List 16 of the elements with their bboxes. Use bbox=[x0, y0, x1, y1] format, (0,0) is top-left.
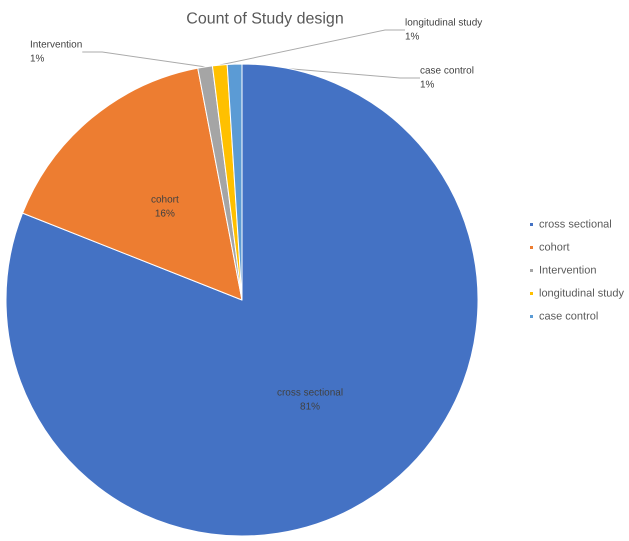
legend-label: cross sectional bbox=[538, 218, 612, 230]
slice-label: cross sectional bbox=[276, 388, 344, 399]
legend-label: case control bbox=[538, 310, 598, 322]
slice-label: case control bbox=[420, 66, 474, 76]
data-label: 16% bbox=[154, 208, 175, 220]
slice-label: cohort bbox=[150, 194, 179, 206]
slice-label: longitudinal study bbox=[405, 18, 482, 28]
legend-label: Intervention bbox=[538, 264, 596, 276]
chart-title: Count of Study design bbox=[186, 10, 344, 28]
legend-label: cohort bbox=[538, 242, 570, 254]
data-label: 1% bbox=[405, 32, 420, 42]
data-label: 81% bbox=[300, 402, 320, 413]
data-label: 1% bbox=[420, 80, 435, 90]
data-label: 1% bbox=[30, 54, 45, 64]
slice-label: Intervention bbox=[30, 40, 82, 50]
legend-label: longitudinal study bbox=[538, 288, 624, 300]
